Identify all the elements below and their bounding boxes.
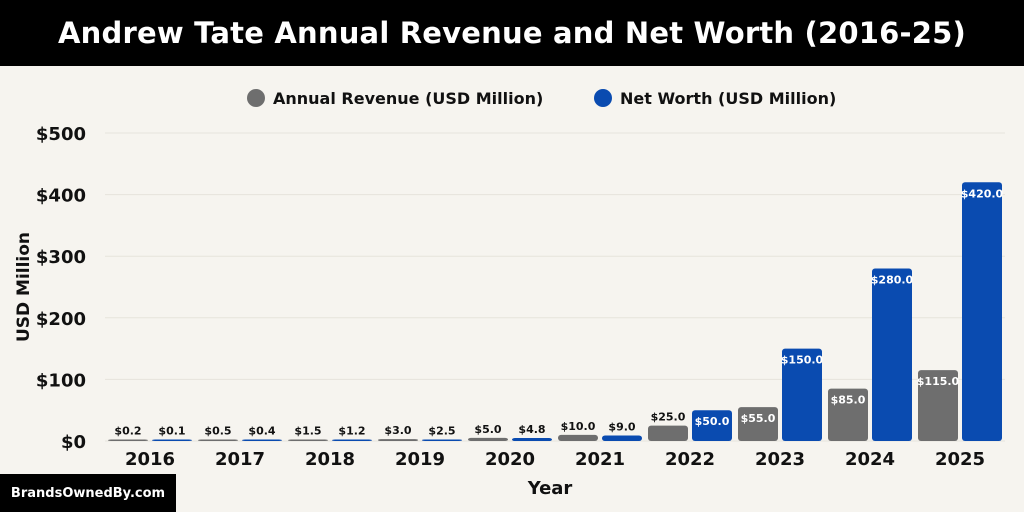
x-tick-label: 2023 — [755, 449, 805, 470]
y-tick-label: $500 — [36, 124, 86, 145]
bar — [962, 182, 1002, 441]
y-tick-label: $400 — [36, 186, 86, 207]
x-axis-title: Year — [527, 478, 573, 499]
y-tick-label: $100 — [36, 370, 86, 391]
data-label: $0.1 — [158, 425, 185, 438]
x-tick-label: 2021 — [575, 449, 625, 470]
y-tick-label: $300 — [36, 247, 86, 268]
data-label: $1.5 — [294, 425, 321, 438]
bar — [738, 407, 778, 441]
bar — [378, 439, 418, 441]
y-tick-label: $0 — [61, 432, 86, 453]
legend-label: Net Worth (USD Million) — [620, 89, 836, 108]
bar — [288, 439, 328, 441]
data-label: $5.0 — [474, 423, 501, 436]
y-tick-label: $200 — [36, 309, 86, 330]
x-tick-label: 2017 — [215, 449, 265, 470]
bar — [648, 425, 688, 441]
data-label: $9.0 — [608, 420, 635, 433]
x-tick-label: 2024 — [845, 449, 895, 470]
data-label: $0.5 — [204, 425, 231, 438]
x-tick-label: 2018 — [305, 449, 355, 470]
x-tick-label: 2022 — [665, 449, 715, 470]
data-label: $1.2 — [338, 425, 365, 438]
bar — [512, 438, 552, 441]
bar — [422, 439, 462, 441]
data-label: $3.0 — [384, 424, 411, 437]
bar — [108, 439, 148, 441]
data-label: $2.5 — [428, 424, 455, 437]
bar — [242, 439, 282, 441]
legend-marker — [247, 89, 265, 107]
x-tick-label: 2020 — [485, 449, 535, 470]
bar — [558, 434, 598, 441]
bar — [828, 388, 868, 441]
legend-label: Annual Revenue (USD Million) — [273, 89, 543, 108]
x-tick-label: 2025 — [935, 449, 985, 470]
bar — [782, 348, 822, 441]
data-label: $0.2 — [114, 425, 141, 438]
bar — [872, 268, 912, 441]
x-tick-label: 2016 — [125, 449, 175, 470]
bar — [198, 439, 238, 441]
y-axis-title: USD Million — [14, 232, 34, 342]
data-label: $10.0 — [561, 420, 596, 433]
data-label: $0.4 — [248, 425, 275, 438]
brand-watermark: BrandsOwnedBy.com — [0, 474, 176, 512]
data-label: $115.0 — [917, 375, 960, 388]
data-label: $150.0 — [781, 354, 824, 367]
data-label: $4.8 — [518, 423, 545, 436]
legend-marker — [594, 89, 612, 107]
bar — [692, 410, 732, 441]
data-label: $85.0 — [831, 394, 866, 407]
data-label: $420.0 — [961, 187, 1004, 200]
bar — [332, 439, 372, 441]
x-tick-label: 2019 — [395, 449, 445, 470]
data-label: $25.0 — [651, 411, 686, 424]
data-label: $50.0 — [695, 415, 730, 428]
bar — [468, 437, 508, 441]
data-label: $280.0 — [871, 274, 914, 287]
bar — [152, 439, 192, 441]
bar — [602, 435, 642, 441]
bar — [918, 370, 958, 441]
data-label: $55.0 — [741, 412, 776, 425]
chart-title: Andrew Tate Annual Revenue and Net Worth… — [0, 0, 1024, 66]
